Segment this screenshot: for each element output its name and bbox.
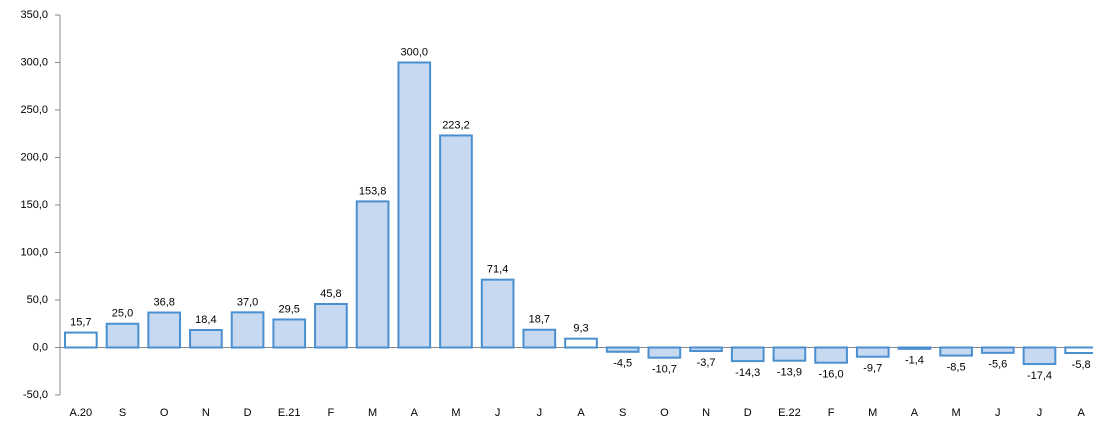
x-tick-label: E.21 — [278, 407, 301, 419]
bar — [772, 346, 807, 362]
data-label: -17,4 — [1027, 370, 1052, 382]
x-tick-label: D — [244, 407, 252, 419]
bar — [522, 328, 557, 349]
bar — [105, 322, 140, 349]
bar — [189, 329, 223, 349]
x-tick-label: F — [828, 407, 835, 419]
data-label: -5,8 — [1072, 359, 1091, 371]
bar — [814, 346, 848, 364]
bar — [647, 346, 682, 359]
data-label: -1,4 — [905, 355, 924, 367]
x-tick-label: M — [368, 407, 377, 419]
x-tick-label: A — [411, 407, 419, 419]
x-tick-label: N — [702, 407, 710, 419]
data-label: -13,9 — [777, 367, 802, 379]
data-label: -3,7 — [697, 357, 716, 369]
x-tick-label: S — [119, 407, 126, 419]
bar — [605, 346, 640, 353]
x-tick-label: M — [868, 407, 877, 419]
bar — [730, 346, 765, 363]
data-label: 37,0 — [237, 296, 258, 308]
data-label: 71,4 — [487, 264, 508, 276]
bar — [147, 311, 182, 349]
bar — [439, 134, 473, 349]
x-tick-label: A — [1077, 407, 1085, 419]
bar — [1022, 346, 1057, 366]
bar — [355, 200, 390, 349]
data-label: 223,2 — [442, 119, 470, 131]
data-label: 300,0 — [401, 46, 429, 58]
y-tick-label: 300,0 — [20, 56, 48, 68]
bar — [480, 278, 515, 349]
y-tick-label: 0,0 — [33, 341, 48, 353]
data-label: -8,5 — [947, 361, 966, 373]
bar — [64, 331, 98, 349]
x-tick-label: S — [619, 407, 626, 419]
x-tick-label: A — [577, 407, 585, 419]
data-label: 25,0 — [112, 308, 133, 320]
bar — [314, 302, 348, 349]
bar — [230, 311, 265, 349]
x-tick-label: J — [1037, 407, 1043, 419]
x-tick-label: J — [495, 407, 501, 419]
bar — [897, 346, 932, 350]
bar — [980, 346, 1015, 354]
x-tick-label: O — [660, 407, 669, 419]
y-tick-label: 100,0 — [20, 246, 48, 258]
x-tick-label: M — [451, 407, 460, 419]
data-label: 15,7 — [70, 316, 91, 328]
bar — [855, 346, 890, 358]
bar — [689, 346, 723, 353]
y-tick-label: -50,0 — [23, 389, 48, 401]
data-label: 18,4 — [195, 314, 216, 326]
bar — [272, 318, 307, 349]
x-tick-label: M — [952, 407, 961, 419]
x-tick-label: N — [202, 407, 210, 419]
x-tick-label: A.20 — [70, 407, 93, 419]
data-label: 18,7 — [529, 314, 550, 326]
data-label: -5,6 — [988, 359, 1007, 371]
y-tick-label: 350,0 — [20, 9, 48, 21]
bar — [397, 61, 432, 349]
data-label: -4,5 — [613, 358, 632, 370]
bar — [564, 337, 598, 349]
data-label: 45,8 — [320, 288, 341, 300]
x-tick-label: A — [911, 407, 919, 419]
y-tick-label: 150,0 — [20, 199, 48, 211]
data-label: 153,8 — [359, 185, 387, 197]
data-label: -16,0 — [819, 369, 844, 381]
data-label: -10,7 — [652, 364, 677, 376]
x-tick-label: O — [160, 407, 169, 419]
x-tick-label: E.22 — [778, 407, 801, 419]
x-tick-label: D — [744, 407, 752, 419]
x-tick-label: J — [537, 407, 543, 419]
data-label: 29,5 — [279, 303, 300, 315]
x-tick-label: F — [328, 407, 335, 419]
data-label: 36,8 — [153, 296, 174, 308]
x-tick-label: J — [995, 407, 1001, 419]
y-tick-label: 200,0 — [20, 151, 48, 163]
data-label: 9,3 — [573, 323, 588, 335]
y-tick-label: 250,0 — [20, 104, 48, 116]
bar — [939, 346, 973, 357]
y-tick-label: 50,0 — [27, 294, 48, 306]
data-label: -14,3 — [735, 367, 760, 379]
data-label: -9,7 — [863, 363, 882, 375]
bar — [1064, 346, 1093, 355]
